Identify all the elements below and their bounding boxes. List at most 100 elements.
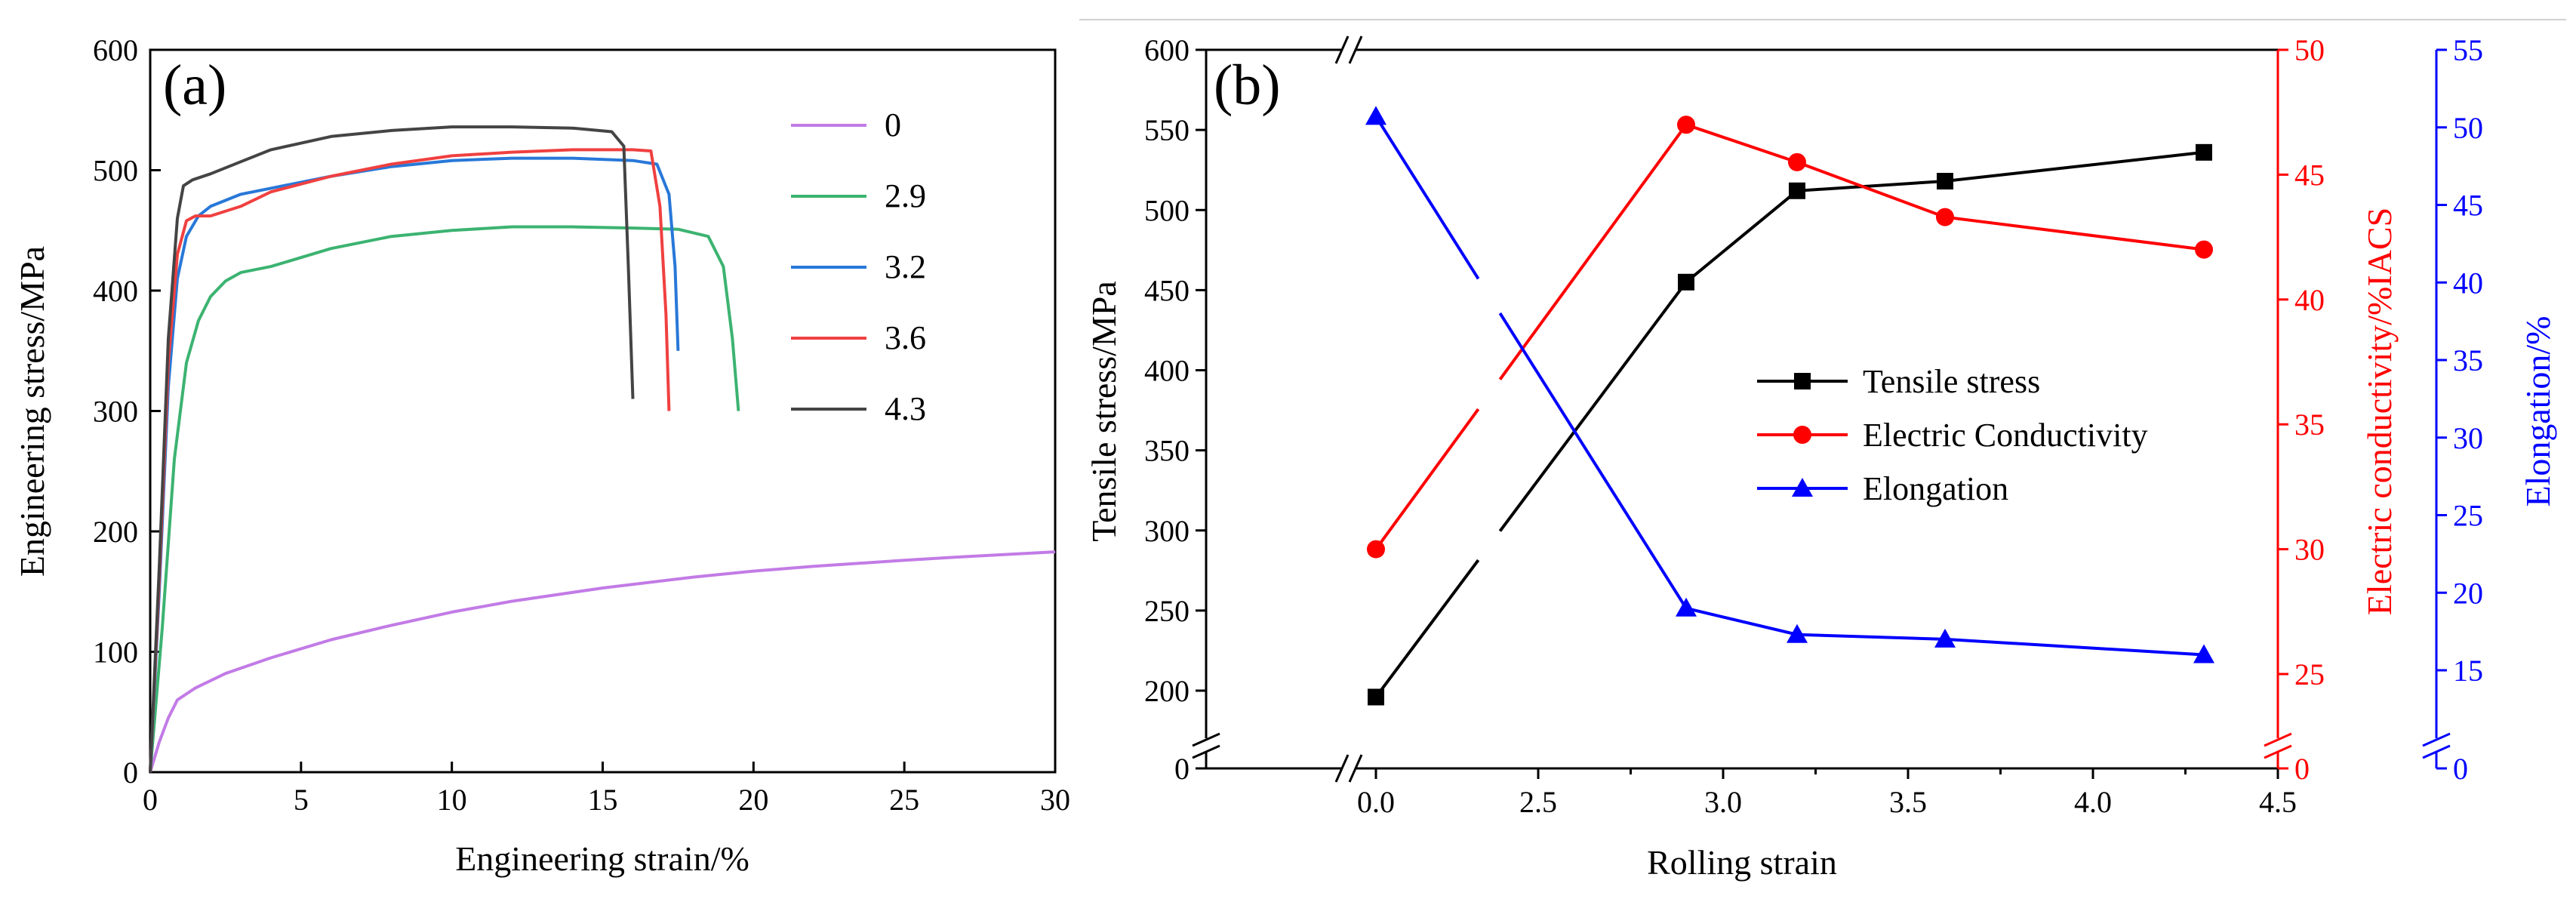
panel-a-x-ticks: 0 5 10 15 20 25 30 — [143, 762, 1070, 817]
series-point-Electric Conductivity — [1936, 208, 1954, 226]
series-point-Electric Conductivity — [1788, 152, 1806, 171]
panel-b-y-ticks: 0200250300350400450500550600025303540455… — [1144, 33, 2483, 786]
panel-b-label: (b) — [1214, 54, 1281, 117]
x-tick-label: 30 — [1040, 783, 1070, 817]
y-right1-tick-label: 35 — [2294, 408, 2325, 442]
y-tick-label: 500 — [93, 154, 138, 188]
panel-b-series — [1365, 106, 2214, 706]
y-right2-tick-label: 20 — [2453, 576, 2483, 610]
legend-label-4.3: 4.3 — [885, 390, 926, 427]
series-point-Elongation — [1676, 597, 1697, 617]
y-left-tick-label: 0 — [1174, 752, 1190, 786]
y-tick-label: 100 — [93, 636, 138, 670]
y-tick-label: 600 — [93, 33, 138, 67]
y-left-tick-label: 200 — [1144, 674, 1190, 708]
series-line-Tensile stress — [1685, 150, 2205, 284]
y-right1-tick-label: 40 — [2294, 283, 2325, 317]
y-left-tick-label: 300 — [1144, 514, 1190, 548]
legend-label-2.9: 2.9 — [885, 177, 926, 214]
x-axis-break-bottom — [1334, 754, 1363, 783]
y-right2-tick-label: 45 — [2453, 189, 2483, 223]
y-left-tick-label: 350 — [1144, 434, 1190, 468]
series-point-Electric Conductivity — [1367, 540, 1385, 559]
x-tick-label: 20 — [738, 783, 768, 817]
series-point-Elongation — [1787, 623, 1808, 643]
y-right1-tick-label: 30 — [2294, 533, 2325, 567]
series-line-Elongation — [1685, 606, 2205, 657]
panel-b-x-label: Rolling strain — [1647, 843, 1837, 882]
series-point-Tensile stress — [2196, 143, 2212, 161]
y-right2-tick-label: 50 — [2453, 111, 2483, 145]
x-tick-label: 25 — [889, 783, 919, 817]
series-point-Electric Conductivity — [1677, 115, 1695, 134]
series-segment-Tensile stress — [1498, 281, 1688, 532]
x-tick-label: 4.0 — [2074, 785, 2112, 819]
x-tick-label: 0.0 — [1357, 785, 1395, 819]
y-right2-tick-label: 25 — [2453, 499, 2483, 533]
x-tick-label: 3.5 — [1889, 785, 1927, 819]
panel-a: (a) 0 5 10 15 20 25 30 0 100 200 300 400 500 600 0 2.… — [13, 33, 1070, 878]
x-tick-label: 2.5 — [1519, 785, 1557, 819]
x-tick-label: 0 — [143, 783, 158, 817]
y-right2-tick-label: 35 — [2453, 343, 2483, 377]
y-left-tick-label: 550 — [1144, 113, 1190, 147]
y-left-tick-label: 250 — [1144, 594, 1190, 628]
x-tick-label: 5 — [294, 783, 309, 817]
series-segment-break-Tensile stress — [1374, 559, 1480, 698]
panel-b-x-ticks: 0.0 2.5 3.0 3.5 4.0 4.5 — [1357, 768, 2297, 819]
series-point-Tensile stress — [1678, 273, 1694, 291]
y-right2-tick-label: 0 — [2453, 752, 2468, 786]
panel-b-y-label-left: Tensile stress/MPa — [1085, 281, 1123, 542]
y-right1-tick-label: 25 — [2294, 657, 2325, 691]
y-right2-tick-label: 55 — [2453, 33, 2483, 67]
y-axis-break-red — [2264, 732, 2292, 759]
y-tick-label: 300 — [93, 395, 138, 429]
series-point-Elongation — [2193, 644, 2214, 663]
series-segment-Electric Conductivity — [1498, 124, 1688, 380]
y-tick-label: 0 — [123, 756, 138, 790]
y-tick-label: 200 — [93, 515, 138, 549]
series-line-0 — [149, 550, 1056, 773]
legend-label-3.6: 3.6 — [885, 319, 926, 356]
series-point-Electric Conductivity — [2195, 240, 2213, 259]
panel-b-y-label-right2: Elongation/% — [2519, 316, 2557, 507]
series-point-Tensile stress — [1789, 182, 1805, 199]
series-point-Tensile stress — [1368, 688, 1384, 706]
x-axis-break-top — [1334, 35, 1363, 64]
legend-marker-Electric Conductivity — [1793, 426, 1811, 444]
y-right2-tick-label: 15 — [2453, 654, 2483, 688]
y-right2-tick-label: 40 — [2453, 266, 2483, 300]
series-segment-break-Electric Conductivity — [1374, 408, 1480, 550]
panel-b-y-label-right1: Electric conductivity/%IACS — [2360, 208, 2399, 615]
x-tick-label: 4.5 — [2259, 785, 2297, 819]
legend-label-3.2: 3.2 — [885, 248, 926, 285]
y-axis-break-left — [1192, 732, 1220, 759]
y-axis-break-blue — [2422, 732, 2451, 759]
panel-b: (b) 0.0 2.5 3.0 3.5 4.0 4.5 02002503003504004… — [1085, 33, 2557, 882]
series-line-3.6 — [149, 148, 671, 773]
panel-a-series — [149, 125, 1056, 773]
legend-label-Elongation: Elongation — [1863, 470, 2008, 507]
series-line-3.2 — [149, 156, 680, 773]
panel-a-y-label: Engineering stress/MPa — [13, 246, 51, 577]
panel-a-legend: 0 2.9 3.2 3.6 4.3 — [791, 106, 926, 427]
y-left-tick-label: 400 — [1144, 354, 1190, 388]
x-tick-label: 10 — [437, 783, 467, 817]
x-tick-label: 3.0 — [1704, 785, 1742, 819]
series-point-Tensile stress — [1937, 173, 1953, 190]
y-left-tick-label: 500 — [1144, 193, 1190, 227]
legend-marker-Tensile stress — [1794, 373, 1811, 389]
y-tick-label: 400 — [93, 274, 138, 308]
panel-a-label: (a) — [163, 54, 226, 117]
series-line-4.3 — [149, 125, 635, 773]
series-line-Electric Conductivity — [1685, 123, 2205, 251]
legend-label-Electric Conductivity: Electric Conductivity — [1863, 417, 2148, 454]
series-segment-Elongation — [1498, 312, 1688, 609]
y-right1-tick-label: 50 — [2294, 33, 2325, 67]
panel-a-x-label: Engineering strain/% — [455, 839, 749, 878]
y-right1-tick-label: 0 — [2294, 752, 2310, 786]
series-segment-break-Elongation — [1374, 115, 1480, 280]
series-point-Elongation — [1365, 106, 1386, 125]
legend-label-Tensile stress: Tensile stress — [1863, 363, 2040, 400]
legend-label-0: 0 — [885, 106, 901, 143]
